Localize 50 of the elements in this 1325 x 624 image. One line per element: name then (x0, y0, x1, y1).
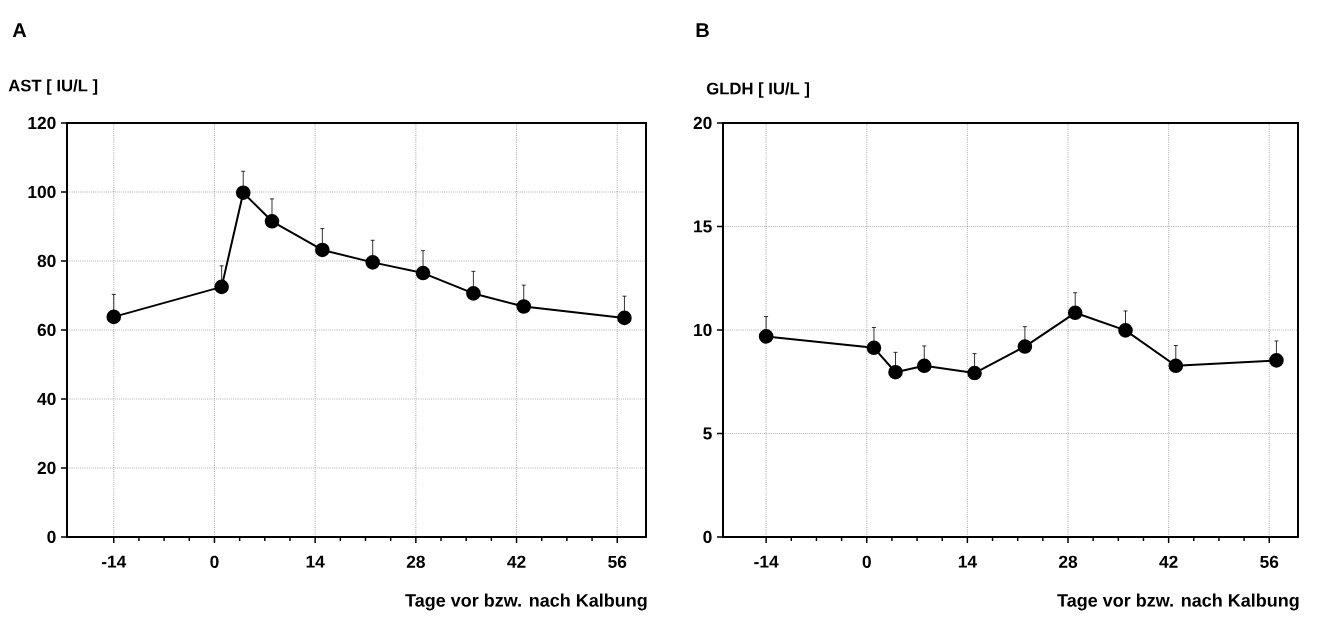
y-axis-title: GLDH [ IU/L ] (706, 82, 810, 98)
point (617, 310, 632, 326)
y-tick-label: 100 (28, 185, 56, 199)
x-tick-label: 0 (862, 555, 871, 568)
point (916, 358, 932, 374)
y-tick-label: 10 (694, 323, 712, 337)
point (516, 299, 532, 314)
point (866, 340, 882, 356)
point (214, 279, 229, 295)
point (1017, 339, 1033, 354)
y-tick-label: 120 (28, 116, 56, 130)
point (315, 242, 330, 258)
x-tick-label: 14 (306, 555, 325, 568)
x-tick-label: -14 (101, 555, 127, 568)
y-tick-label: 0 (703, 530, 712, 544)
y-tick-label: 5 (703, 427, 712, 440)
y-tick-label: 0 (47, 530, 56, 544)
y-tick-label: 80 (37, 254, 56, 268)
x-tick-label: 0 (210, 555, 219, 568)
point (415, 265, 431, 281)
x-tick-label: -14 (754, 555, 779, 568)
x-tick-label: 56 (608, 555, 627, 568)
point (106, 309, 122, 325)
x-tick-label: 56 (1260, 555, 1279, 568)
y-axis-title: AST [ IU/L ] (8, 79, 98, 95)
x-tick-label: 42 (1159, 555, 1178, 568)
chart-title: A (12, 23, 27, 38)
y-tick-label: 20 (37, 461, 56, 475)
point (365, 255, 380, 270)
point (1067, 305, 1083, 321)
point (1168, 358, 1184, 374)
x-axis-title: Tage vor bzw. nach Kalbung (1057, 593, 1299, 611)
y-tick-label: 15 (694, 220, 712, 233)
point (1269, 353, 1284, 368)
y-tick-label: 60 (37, 323, 56, 337)
x-tick-label: 28 (1058, 555, 1078, 568)
chart-title: B (696, 23, 709, 38)
point (235, 185, 251, 200)
point (264, 214, 280, 229)
point (967, 365, 982, 381)
y-tick-label: 40 (37, 392, 56, 406)
x-tick-label: 28 (406, 555, 425, 568)
point (1118, 323, 1133, 338)
x-tick-label: 14 (958, 555, 977, 568)
x-tick-label: 42 (507, 555, 526, 568)
point (758, 329, 774, 344)
point (888, 364, 903, 380)
y-tick-label: 20 (693, 116, 712, 130)
x-axis-title: Tage vor bzw. nach Kalbung (405, 593, 647, 611)
point (466, 286, 481, 301)
